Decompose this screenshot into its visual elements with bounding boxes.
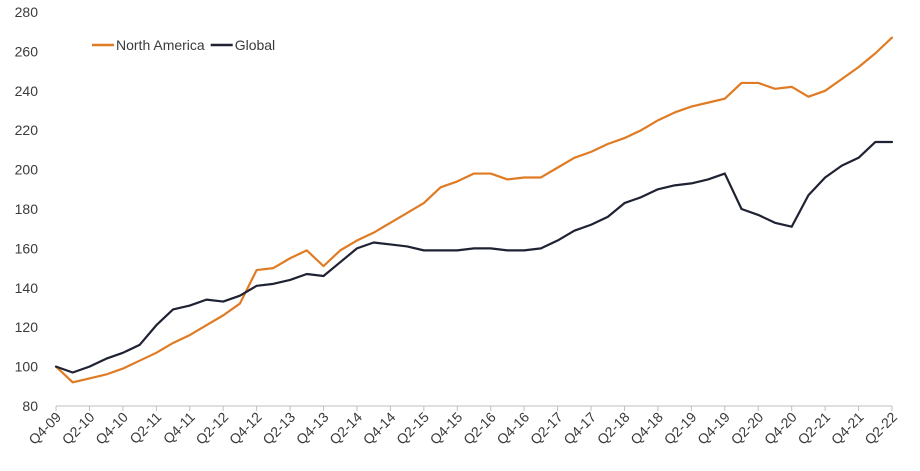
- x-tick-label: Q2-16: [460, 409, 499, 448]
- x-tick-label: Q2-14: [326, 409, 365, 448]
- x-tick-label: Q2-18: [594, 409, 633, 448]
- y-tick-label: 240: [15, 83, 39, 99]
- y-tick-label: 220: [15, 122, 39, 138]
- y-tick-label: 260: [15, 43, 39, 59]
- y-tick-label: 140: [15, 280, 39, 296]
- series-line-global: [54, 140, 894, 374]
- x-tick-label: Q4-18: [627, 409, 666, 448]
- y-tick-label: 120: [15, 319, 39, 335]
- x-tick-label: Q2-12: [192, 409, 231, 448]
- x-tick-label: Q2-19: [661, 409, 700, 448]
- x-tick-label: Q4-21: [828, 409, 867, 448]
- x-tick-label: Q2-21: [794, 409, 833, 448]
- x-tick-label: Q4-09: [25, 409, 64, 448]
- x-tick-label: Q2-17: [527, 409, 566, 448]
- x-tick-label: Q2-22: [861, 409, 900, 448]
- y-tick-label: 160: [15, 240, 39, 256]
- y-tick-label: 280: [15, 4, 39, 20]
- y-axis: 80 100 120 140 160 180 200 220 240 260 280: [15, 4, 39, 414]
- y-tick-label: 80: [22, 398, 38, 414]
- x-tick-label: Q4-12: [226, 409, 265, 448]
- series-layer: [54, 36, 894, 384]
- x-tick-label: Q2-11: [126, 409, 164, 447]
- x-tick-label: Q4-15: [427, 409, 466, 448]
- x-tick-label: Q4-17: [560, 409, 599, 448]
- x-tick-label: Q2-15: [393, 409, 432, 448]
- y-tick-label: 200: [15, 162, 39, 178]
- legend-label-north-america: North America: [116, 37, 205, 53]
- y-tick-label: 180: [15, 201, 39, 217]
- x-tick-label: Q4-13: [293, 409, 332, 448]
- x-tick-label: Q4-20: [761, 409, 800, 448]
- x-tick-label: Q2-20: [728, 409, 767, 448]
- x-tick-label: Q4-11: [160, 409, 198, 447]
- legend: North America Global: [92, 37, 275, 53]
- x-tick-label: Q4-19: [694, 409, 733, 448]
- legend-label-global: Global: [235, 37, 275, 53]
- x-tick-label: Q4-14: [360, 409, 399, 448]
- y-tick-label: 100: [15, 359, 39, 375]
- x-tick-label: Q4-10: [92, 409, 131, 448]
- x-tick-label: Q2-10: [59, 409, 98, 448]
- x-axis: Q4-09Q2-10Q4-10Q2-11Q4-11Q2-12Q4-12Q2-13…: [25, 405, 900, 448]
- x-tick-label: Q4-16: [493, 409, 532, 448]
- x-tick-label: Q2-13: [259, 409, 298, 448]
- series-line-north-america: [54, 36, 894, 384]
